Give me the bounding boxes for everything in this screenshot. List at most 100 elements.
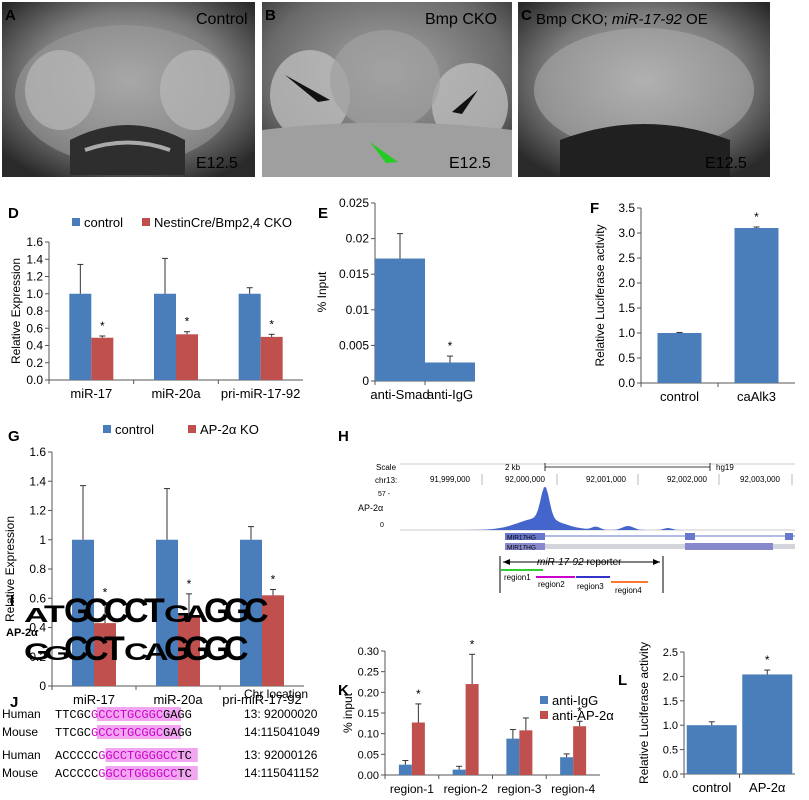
y-tick-label: 0.01 [346, 303, 370, 317]
x-tick-label: anti-Smad [370, 387, 429, 402]
legend-swatch [103, 425, 111, 433]
panel-b-letter: B [265, 7, 276, 24]
panel-b-stage: E12.5 [449, 155, 491, 172]
bar [519, 730, 533, 775]
y-tick-label: 0.15 [358, 708, 379, 720]
position-label: 92,000,000 [505, 475, 546, 484]
y-tick-label: 1.4 [29, 474, 46, 488]
chr-location: 13: 92000020 [244, 707, 318, 721]
panel-j-letter: J [10, 694, 18, 711]
significance-mark: * [271, 572, 276, 586]
bar [560, 757, 574, 775]
bar [260, 336, 283, 380]
x-tick-label: control [692, 780, 731, 795]
motif-label: AP-2α [6, 627, 38, 639]
panel-k-letter: K [338, 682, 349, 699]
y-tick-label: 0.5 [618, 351, 635, 365]
legend-label: control [115, 422, 154, 437]
significance-mark: * [185, 315, 190, 329]
sequence: ACCCCCGGCCTGGGGCCTC [55, 749, 192, 763]
x-tick-label: miR-17 [73, 692, 115, 707]
y-tick-label: 1.0 [618, 326, 635, 340]
green-arrow-icon [370, 142, 398, 163]
logo-letter: C [84, 630, 109, 668]
y-tick-label: 3.0 [618, 226, 635, 240]
x-tick-label: caAlk3 [737, 389, 776, 404]
seq-header: Chr location [244, 687, 308, 701]
y-tick-label: 0.025 [339, 196, 369, 210]
x-tick-label: AP-2α [749, 780, 786, 795]
bar [573, 726, 587, 775]
y-tick-label: 0.2 [29, 650, 46, 664]
logo-letter: G [24, 639, 50, 666]
y-tick-label: 0.10 [358, 729, 379, 741]
logo-letter: C [64, 630, 89, 668]
chart-e: 0 0.005 0.01 0.015 0.02 0.025 % Input anti-Smad… [315, 196, 475, 402]
logo-letter: G [204, 630, 230, 668]
significance-mark: * [103, 586, 108, 600]
bar [72, 539, 94, 686]
gene-label-1: MIR17HG [507, 535, 536, 542]
logo-letter: C [224, 630, 249, 668]
panel-c-image: C Bmp CKO; miR-17-92 OE E12.5 [518, 2, 770, 177]
panel-i-letter: I [10, 592, 14, 609]
logo-letter: C [244, 592, 269, 630]
y-tick-label: 2.5 [663, 647, 678, 659]
region1-label: region1 [504, 573, 531, 582]
motif-highlight [105, 766, 198, 780]
chr-location: 13: 92000126 [244, 748, 318, 762]
y-tick-label: 0.4 [26, 339, 43, 353]
bar [69, 293, 92, 380]
browser-positions: 91,999,000 92,000,000 92,001,000 92,002,000… [430, 474, 793, 485]
logo-letter: A [144, 639, 169, 666]
legend-swatch [188, 425, 196, 433]
significance-mark: * [470, 637, 475, 651]
significance-mark: * [100, 319, 105, 333]
y-tick-label: 1.0 [663, 720, 678, 732]
bar [156, 539, 178, 686]
bar [657, 333, 702, 383]
browser-genome: hg19 [716, 463, 734, 472]
bar [375, 258, 425, 381]
browser-chrom: chr13: [375, 476, 397, 485]
legend-label: anti-IgG [552, 693, 598, 708]
x-tick-label: miR-20a [151, 386, 201, 401]
panel-c-stage: E12.5 [705, 155, 747, 172]
logo-letter: G [204, 592, 230, 630]
browser-scale-label: Scale [376, 463, 397, 472]
y-tick-label: 2.0 [663, 671, 678, 683]
sequence: TTCGCGCCCTGCGGCGAGG [55, 726, 192, 740]
y-axis-label: % Input [315, 271, 329, 312]
gene-label-2: MIR17HG [507, 545, 536, 552]
panel-f-letter: F [590, 200, 599, 217]
position-label: 91,999,000 [430, 475, 471, 484]
chart-k: 0.00 0.05 0.10 0.15 0.20 0.25 0.30 % input regio… [341, 637, 614, 796]
browser-scale-value: 2 kb [505, 463, 521, 472]
logo-letter: G [64, 592, 90, 630]
legend-label: anti-AP-2α [552, 708, 614, 723]
y-tick-label: 1.5 [618, 301, 635, 315]
logo-letter: C [84, 592, 109, 630]
chip-seq-track [400, 487, 795, 530]
y-tick-label: 0.0 [618, 376, 635, 390]
logo-letter: G [44, 642, 70, 665]
x-tick-label: miR-20a [153, 692, 203, 707]
legend-label: control [84, 215, 123, 230]
y-tick-label: 1.6 [29, 445, 46, 459]
significance-mark: * [765, 653, 770, 667]
logo-letter: G [164, 601, 190, 628]
region2-label: region2 [538, 580, 565, 589]
y-tick-label: 1.2 [26, 270, 43, 284]
bar [742, 674, 793, 774]
y-tick-label: 1.2 [29, 504, 46, 518]
track-max: 57 - [378, 491, 391, 498]
black-arrow-right-icon [452, 90, 478, 114]
position-label: 92,001,000 [586, 475, 627, 484]
species-label: Mouse [2, 766, 38, 780]
bar [154, 293, 176, 380]
logo-letter: T [104, 630, 125, 668]
x-tick-label: anti-IgG [427, 387, 473, 402]
bar [452, 769, 466, 775]
